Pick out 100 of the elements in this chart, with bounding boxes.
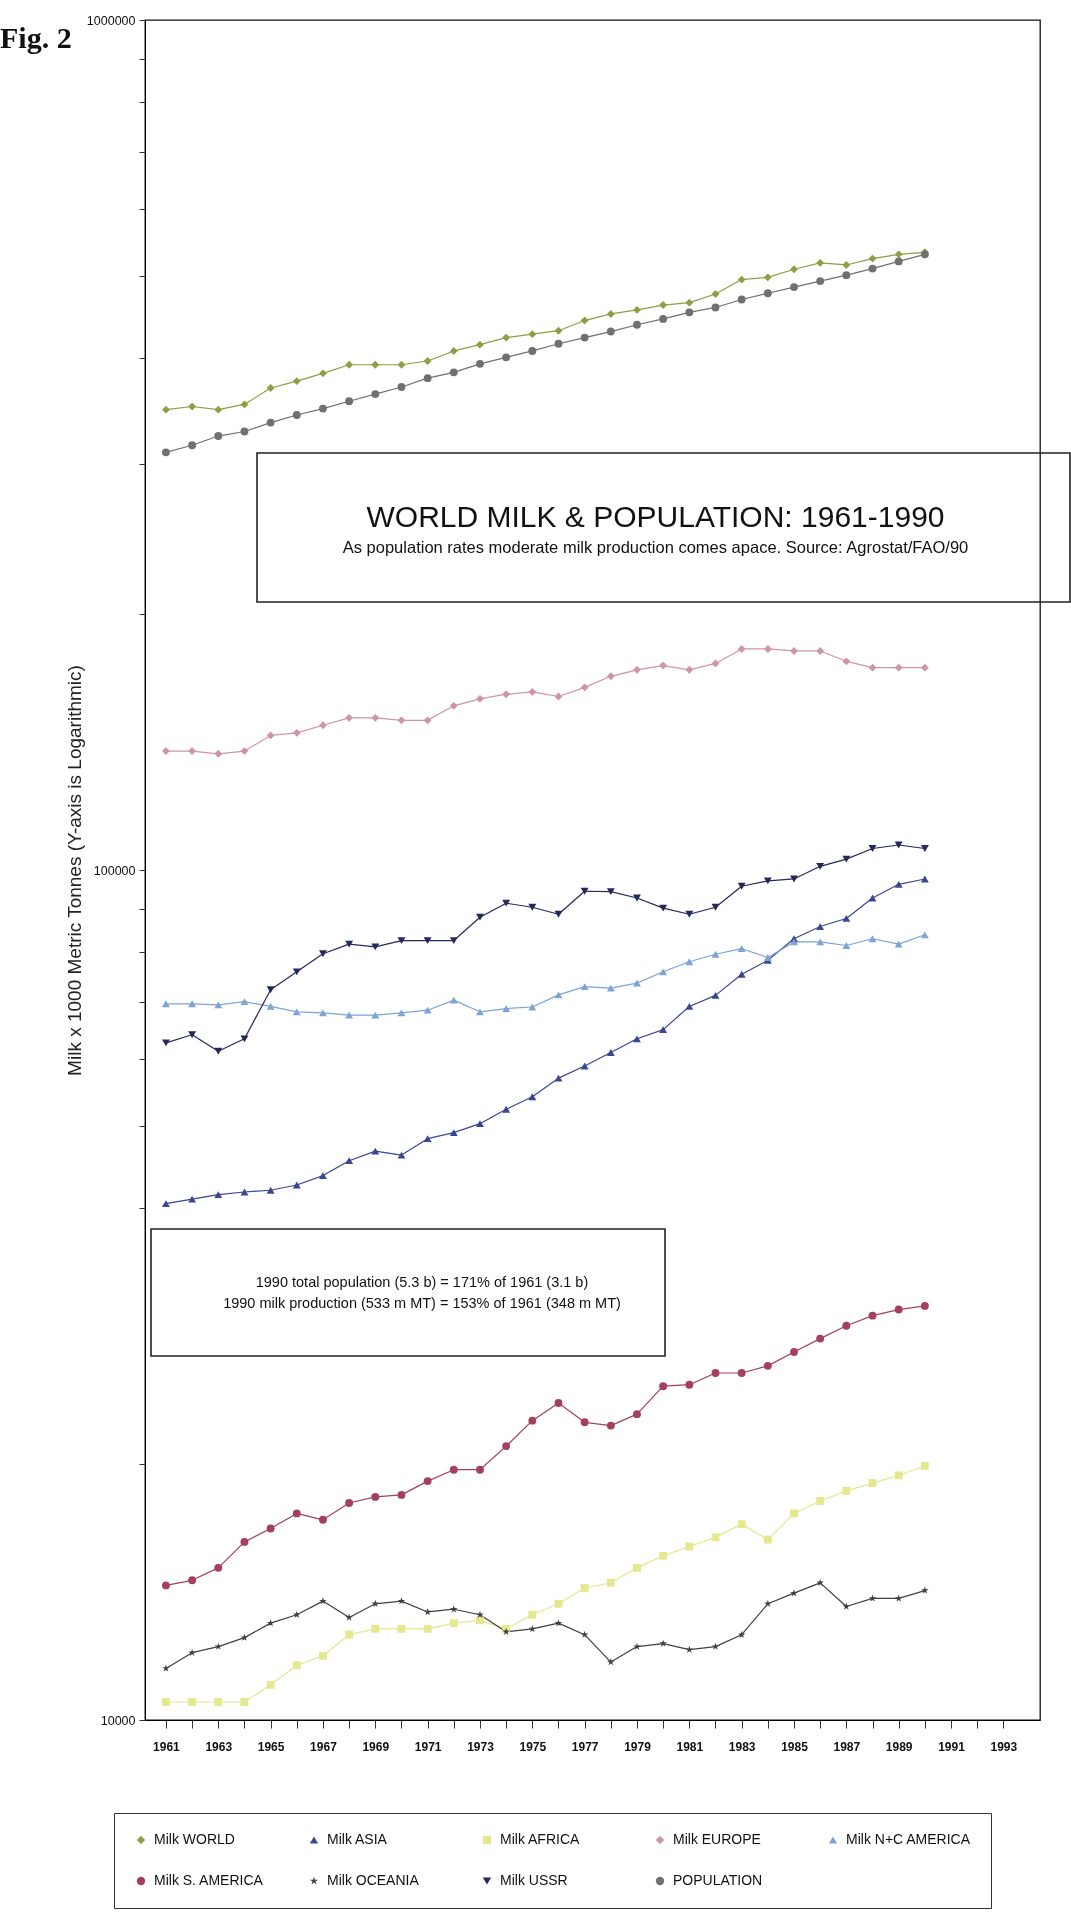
point bbox=[580, 887, 589, 895]
point bbox=[580, 333, 589, 342]
point bbox=[554, 910, 563, 918]
point bbox=[266, 731, 275, 740]
point bbox=[920, 1462, 929, 1470]
point bbox=[868, 845, 877, 852]
point bbox=[711, 903, 720, 911]
legend-label: Milk USSR bbox=[500, 1872, 568, 1888]
point bbox=[162, 1581, 170, 1590]
point bbox=[580, 316, 589, 325]
point bbox=[423, 937, 432, 944]
point bbox=[397, 937, 406, 944]
point bbox=[476, 1008, 484, 1016]
point bbox=[240, 747, 249, 756]
legend-label: Milk OCEANIA bbox=[327, 1872, 420, 1888]
point bbox=[450, 1605, 458, 1613]
point bbox=[790, 1589, 798, 1597]
y-tick-label: 10000 bbox=[100, 1713, 136, 1728]
point bbox=[659, 314, 668, 323]
point bbox=[554, 1399, 563, 1407]
point bbox=[763, 1361, 772, 1370]
point bbox=[292, 411, 301, 419]
legend-label: Milk AFRICA bbox=[500, 1831, 580, 1847]
x-tick-label: 1987 bbox=[833, 1739, 861, 1754]
point bbox=[633, 320, 641, 329]
point bbox=[816, 1578, 824, 1587]
point bbox=[633, 1410, 641, 1419]
point bbox=[737, 295, 746, 304]
point bbox=[319, 1597, 327, 1605]
point bbox=[580, 983, 589, 991]
point bbox=[371, 1492, 380, 1501]
point bbox=[920, 845, 929, 852]
point bbox=[240, 427, 249, 436]
point bbox=[711, 1642, 720, 1650]
point bbox=[345, 360, 354, 369]
point bbox=[763, 1535, 772, 1544]
point bbox=[476, 340, 484, 349]
point bbox=[188, 441, 197, 450]
x-tick-label: 1993 bbox=[990, 1739, 1018, 1754]
point bbox=[476, 913, 484, 921]
point bbox=[685, 298, 694, 307]
point bbox=[868, 935, 877, 943]
point bbox=[790, 265, 798, 274]
point bbox=[476, 694, 484, 703]
point bbox=[345, 1157, 354, 1165]
point bbox=[371, 360, 380, 369]
point bbox=[319, 369, 327, 378]
point bbox=[449, 937, 458, 944]
point bbox=[737, 1369, 746, 1377]
point bbox=[449, 368, 458, 377]
point bbox=[842, 1486, 851, 1495]
point bbox=[449, 701, 458, 710]
point bbox=[423, 1135, 432, 1143]
point bbox=[502, 1105, 511, 1113]
point bbox=[607, 1658, 615, 1666]
point bbox=[763, 645, 772, 653]
point bbox=[423, 374, 432, 383]
point bbox=[842, 261, 851, 269]
point bbox=[528, 687, 537, 696]
point bbox=[188, 1576, 197, 1585]
point bbox=[240, 1698, 249, 1706]
point bbox=[606, 1421, 615, 1430]
point bbox=[319, 404, 327, 413]
point bbox=[292, 1509, 301, 1518]
point bbox=[214, 1191, 223, 1199]
point bbox=[894, 880, 903, 888]
point bbox=[188, 1648, 196, 1656]
point bbox=[502, 899, 511, 907]
point bbox=[214, 1047, 223, 1055]
x-tick-label: 1971 bbox=[414, 1739, 442, 1754]
point bbox=[528, 1610, 537, 1619]
point bbox=[502, 1005, 511, 1012]
point bbox=[633, 1563, 641, 1572]
point bbox=[659, 1639, 667, 1647]
point bbox=[764, 1599, 772, 1607]
point bbox=[685, 1542, 694, 1551]
point bbox=[423, 357, 432, 365]
point bbox=[266, 1680, 275, 1689]
x-tick-label: 1981 bbox=[676, 1739, 704, 1754]
point bbox=[266, 1003, 275, 1010]
point bbox=[162, 1000, 170, 1008]
point bbox=[868, 1594, 877, 1602]
point bbox=[188, 747, 197, 756]
point bbox=[685, 1645, 694, 1653]
point bbox=[920, 663, 929, 672]
point bbox=[240, 998, 249, 1006]
point bbox=[292, 1008, 301, 1016]
point bbox=[659, 1382, 668, 1391]
point bbox=[554, 326, 563, 335]
point bbox=[423, 1624, 432, 1633]
point bbox=[528, 1416, 537, 1425]
point bbox=[266, 1524, 275, 1533]
point bbox=[476, 359, 484, 368]
point bbox=[659, 1551, 668, 1560]
x-tick-label: 1965 bbox=[257, 1739, 285, 1754]
point bbox=[371, 390, 380, 399]
y-tick-label: 100000 bbox=[93, 863, 136, 878]
point bbox=[842, 271, 851, 280]
point bbox=[737, 1630, 746, 1638]
point bbox=[763, 877, 772, 885]
